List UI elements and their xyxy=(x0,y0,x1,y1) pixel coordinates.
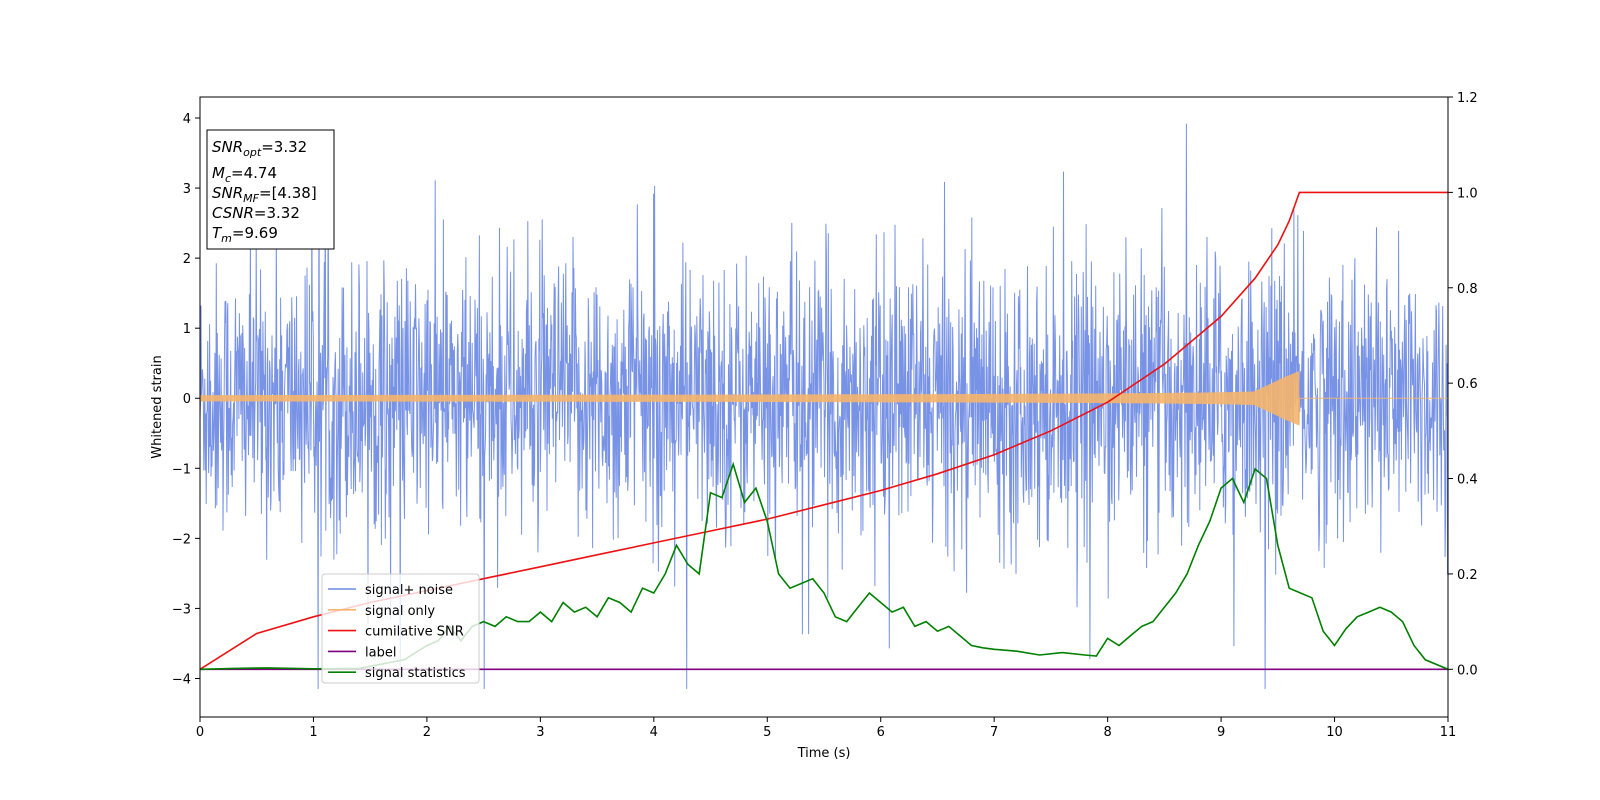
annotation-csnr: CSNR=3.32 xyxy=(212,204,300,222)
annotation-snr-mf: SNRMF=[4.38] xyxy=(212,184,317,205)
y2-tick-label: 1.0 xyxy=(1457,186,1478,201)
y-tick-label: 0 xyxy=(183,392,191,407)
x-tick-label: 8 xyxy=(1103,725,1111,740)
y-tick-label: 4 xyxy=(183,112,191,127)
x-tick-label: 7 xyxy=(990,725,998,740)
x-tick-label: 2 xyxy=(423,725,431,740)
y-tick-label: 3 xyxy=(183,182,191,197)
x-tick-label: 4 xyxy=(650,725,658,740)
x-tick-label: 11 xyxy=(1440,725,1457,740)
legend: signal+ noise signal only cumilative SNR la… xyxy=(321,573,480,684)
legend-label: signal+ noise xyxy=(365,583,453,598)
legend-label: label xyxy=(365,645,396,660)
series-signal-only xyxy=(200,371,1448,426)
x-tick-label: 3 xyxy=(536,725,544,740)
x-tick-label: 10 xyxy=(1326,725,1343,740)
y2-tick-label: 0.8 xyxy=(1457,282,1478,297)
y2-tick-label: 0.6 xyxy=(1457,377,1478,392)
y-axis-left: 4 3 2 1 0 −1 −2 −3 −4 xyxy=(172,112,200,687)
y-tick-label: 2 xyxy=(183,252,191,267)
y-tick-label: −1 xyxy=(172,462,191,477)
y-tick-label: −3 xyxy=(172,602,191,617)
annotation-mc: Mc=4.74 xyxy=(212,164,277,185)
legend-label: cumilative SNR xyxy=(365,625,464,640)
y2-tick-label: 0.2 xyxy=(1457,568,1478,583)
series-signal-noise xyxy=(200,123,1448,690)
x-axis-label: Time (s) xyxy=(797,746,851,761)
plot-frame xyxy=(199,96,1449,718)
legend-label: signal only xyxy=(365,604,435,619)
annotation-snr-opt: SNRopt=3.32 xyxy=(212,138,307,159)
x-tick-label: 6 xyxy=(877,725,885,740)
legend-label: signal statistics xyxy=(365,666,466,681)
x-axis: 0 1 2 3 4 5 6 7 8 9 10 11 xyxy=(196,717,1456,740)
x-tick-label: 0 xyxy=(196,725,204,740)
y-tick-label: −4 xyxy=(172,672,191,687)
x-tick-label: 1 xyxy=(309,725,317,740)
annotation-tm: Tm=9.69 xyxy=(212,224,278,245)
y-axis-right: 1.2 1.0 0.8 0.6 0.4 0.2 0.0 xyxy=(1448,91,1478,678)
annotation-box: SNRopt=3.32 Mc=4.74 SNRMF=[4.38] CSNR=3.… xyxy=(206,129,335,250)
y2-tick-label: 0.0 xyxy=(1457,663,1478,678)
y-axis-label: Whitened strain xyxy=(150,355,165,458)
series-signal-statistics xyxy=(200,461,1448,671)
y-tick-label: 1 xyxy=(183,322,191,337)
y2-tick-label: 1.2 xyxy=(1457,91,1478,106)
x-tick-label: 9 xyxy=(1217,725,1225,740)
y-tick-label: −2 xyxy=(172,532,191,547)
y2-tick-label: 0.4 xyxy=(1457,473,1478,488)
x-tick-label: 5 xyxy=(763,725,771,740)
